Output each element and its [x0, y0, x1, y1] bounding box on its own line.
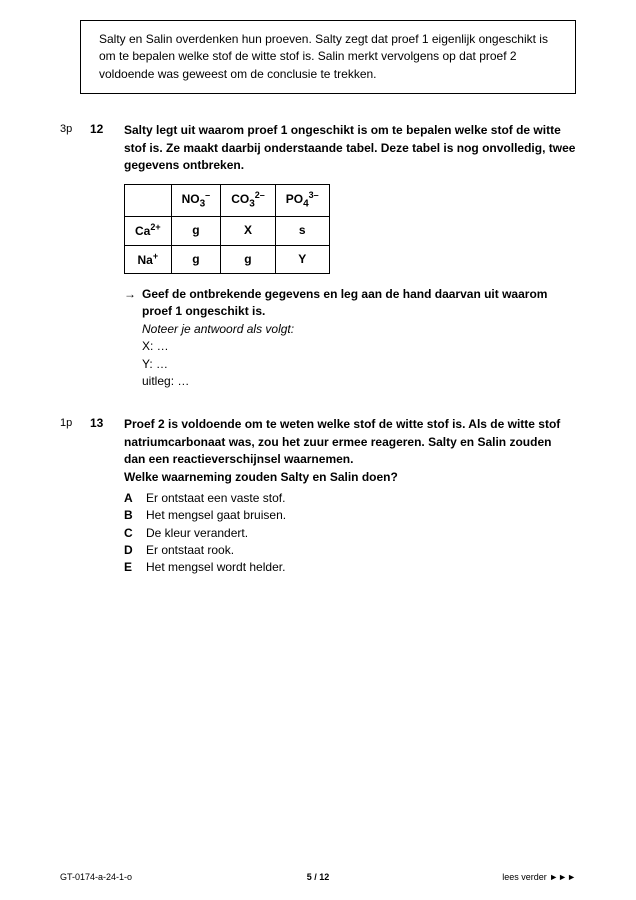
q13-points: 1p: [60, 416, 90, 577]
th-po4: PO43–: [275, 185, 329, 217]
th-co3: CO32–: [221, 185, 276, 217]
q12-sub-text: Geef de ontbrekende gegevens en leg aan …: [142, 287, 547, 318]
table-header-row: NO3– CO32– PO43–: [125, 185, 330, 217]
option-b: B Het mengsel gaat bruisen.: [124, 507, 576, 524]
q12-body: Salty legt uit waarom proef 1 ongeschikt…: [124, 122, 576, 390]
option-a: A Er ontstaat een vaste stof.: [124, 490, 576, 507]
q12-line-uitleg: uitleg: …: [142, 374, 189, 388]
q12-points: 3p: [60, 122, 90, 390]
cell: g: [171, 217, 221, 245]
arrow-icon: →: [124, 286, 142, 390]
footer-center: 5 / 12: [60, 872, 576, 882]
opt-letter: E: [124, 559, 146, 576]
cell: g: [171, 245, 221, 273]
opt-text: Het mengsel gaat bruisen.: [146, 507, 286, 524]
q12-sub-body: Geef de ontbrekende gegevens en leg aan …: [142, 286, 576, 390]
page-footer: GT-0174-a-24-1-o 5 / 12 lees verder ►►►: [60, 872, 576, 882]
solubility-table: NO3– CO32– PO43– Ca2+ g X s Na+ g g: [124, 184, 330, 274]
cell: X: [221, 217, 276, 245]
th-blank: [125, 185, 172, 217]
opt-text: Er ontstaat rook.: [146, 542, 234, 559]
option-c: C De kleur verandert.: [124, 525, 576, 542]
q12-line-x: X: …: [142, 339, 169, 353]
intro-box: Salty en Salin overdenken hun proeven. S…: [80, 20, 576, 94]
question-12: 3p 12 Salty legt uit waarom proef 1 onge…: [60, 122, 576, 390]
row-na: Na+: [125, 245, 172, 273]
opt-text: Er ontstaat een vaste stof.: [146, 490, 285, 507]
q13-question: Welke waarneming zouden Salty en Salin d…: [124, 469, 576, 486]
table-row: Ca2+ g X s: [125, 217, 330, 245]
q13-options: A Er ontstaat een vaste stof. B Het meng…: [124, 490, 576, 577]
opt-letter: C: [124, 525, 146, 542]
q12-line-y: Y: …: [142, 357, 168, 371]
option-e: E Het mengsel wordt helder.: [124, 559, 576, 576]
q12-sub: → Geef de ontbrekende gegevens en leg aa…: [124, 286, 576, 390]
q12-number: 12: [90, 122, 124, 390]
option-d: D Er ontstaat rook.: [124, 542, 576, 559]
cell: s: [275, 217, 329, 245]
q13-prompt: Proef 2 is voldoende om te weten welke s…: [124, 416, 576, 468]
q13-body: Proef 2 is voldoende om te weten welke s…: [124, 416, 576, 577]
intro-text: Salty en Salin overdenken hun proeven. S…: [99, 32, 548, 81]
question-13: 1p 13 Proef 2 is voldoende om te weten w…: [60, 416, 576, 577]
q12-prompt: Salty legt uit waarom proef 1 ongeschikt…: [124, 122, 576, 174]
row-ca: Ca2+: [125, 217, 172, 245]
th-no3: NO3–: [171, 185, 221, 217]
cell: g: [221, 245, 276, 273]
q12-table: NO3– CO32– PO43– Ca2+ g X s Na+ g g: [124, 184, 576, 274]
opt-letter: A: [124, 490, 146, 507]
opt-text: De kleur verandert.: [146, 525, 248, 542]
opt-letter: D: [124, 542, 146, 559]
cell: Y: [275, 245, 329, 273]
table-row: Na+ g g Y: [125, 245, 330, 273]
q12-hint: Noteer je antwoord als volgt:: [142, 322, 294, 336]
q13-number: 13: [90, 416, 124, 577]
opt-text: Het mengsel wordt helder.: [146, 559, 285, 576]
opt-letter: B: [124, 507, 146, 524]
